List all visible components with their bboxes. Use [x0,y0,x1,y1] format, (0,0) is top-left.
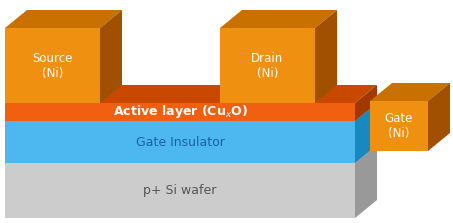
Polygon shape [220,28,315,103]
Polygon shape [315,10,337,103]
Polygon shape [5,85,377,103]
Polygon shape [428,83,450,151]
Polygon shape [5,121,355,163]
Polygon shape [370,101,428,151]
Text: Drain
(Ni): Drain (Ni) [251,52,284,80]
Polygon shape [5,145,377,163]
Polygon shape [355,145,377,218]
Polygon shape [100,10,122,103]
Polygon shape [355,85,377,121]
Polygon shape [5,10,122,28]
Text: Source
(Ni): Source (Ni) [32,52,72,80]
Text: Gate
(Ni): Gate (Ni) [385,112,413,140]
Polygon shape [5,103,377,121]
Polygon shape [5,163,355,218]
Text: Gate Insulator: Gate Insulator [135,136,224,149]
Polygon shape [370,83,450,101]
Polygon shape [5,103,355,121]
Text: p+ Si wafer: p+ Si wafer [143,184,217,197]
Polygon shape [5,28,100,103]
Polygon shape [220,10,337,28]
Polygon shape [355,103,377,163]
Text: Active layer (Cu$_x$O): Active layer (Cu$_x$O) [112,103,247,120]
